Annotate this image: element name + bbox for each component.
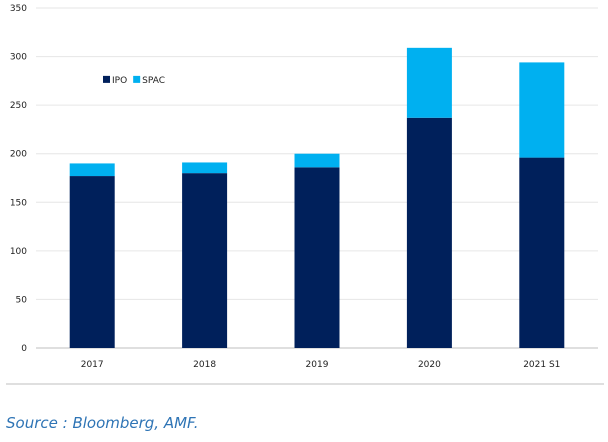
bar-ipo-2021-s1 [519, 157, 565, 348]
x-tick-label: 2020 [418, 360, 441, 370]
y-tick-label: 250 [10, 101, 27, 111]
source-note: Source : Bloomberg, AMF. [6, 414, 199, 432]
bar-spac-2018 [182, 162, 228, 174]
legend-label-ipo: IPO [112, 76, 127, 86]
bar-ipo-2017 [69, 176, 115, 348]
bar-spac-2021-s1 [519, 62, 565, 158]
y-tick-label: 200 [10, 150, 27, 160]
x-axis: 2017 2018 2019 2020 2021 S1 [81, 360, 561, 370]
bar-ipo-2018 [182, 173, 228, 348]
bar-spac-2020 [406, 47, 452, 118]
bar-ipo-2020 [406, 117, 452, 349]
y-tick-label: 0 [21, 344, 27, 354]
x-tick-label: 2019 [306, 360, 329, 370]
bar-spac-2019 [294, 153, 340, 168]
y-tick-label: 350 [10, 4, 27, 14]
y-tick-label: 150 [10, 198, 27, 208]
legend-swatch-ipo [103, 75, 110, 83]
y-tick-label: 50 [16, 295, 28, 305]
bar-spac-2017 [69, 163, 115, 177]
x-tick-label: 2018 [193, 360, 216, 370]
x-tick-label: 2017 [81, 360, 104, 370]
x-tick-label: 2021 S1 [523, 360, 560, 370]
y-tick-label: 300 [10, 53, 27, 63]
bars [69, 47, 565, 349]
legend-swatch-spac [133, 75, 141, 83]
bar-ipo-2019 [294, 167, 340, 348]
y-axis: 0 50 100 150 200 250 300 350 [10, 4, 27, 354]
legend: IPO SPAC [103, 75, 165, 86]
legend-label-spac: SPAC [142, 76, 165, 86]
y-tick-label: 100 [10, 247, 27, 257]
